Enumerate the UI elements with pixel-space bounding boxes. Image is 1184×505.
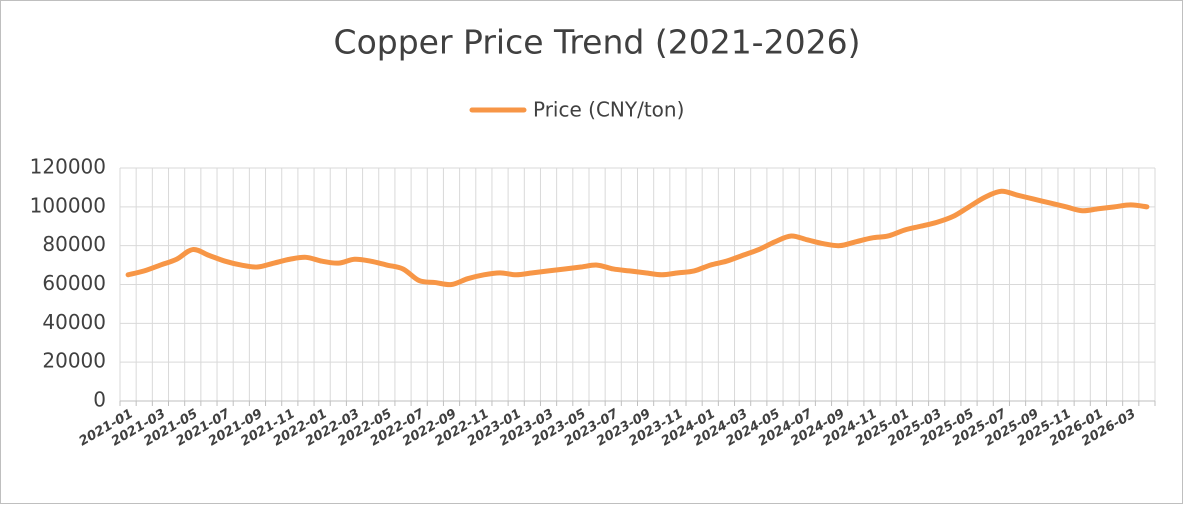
y-tick-label: 80000	[42, 232, 106, 256]
y-tick-label: 100000	[30, 193, 106, 217]
y-tick-label: 60000	[42, 271, 106, 295]
legend-label: Price (CNY/ton)	[533, 98, 684, 122]
y-tick-label: 40000	[42, 310, 106, 334]
y-tick-label: 0	[93, 388, 106, 412]
chart-title: Copper Price Trend (2021-2026)	[334, 23, 861, 62]
y-tick-label: 120000	[30, 155, 106, 179]
price-line	[125, 188, 1150, 288]
y-tick-label: 20000	[42, 349, 106, 373]
